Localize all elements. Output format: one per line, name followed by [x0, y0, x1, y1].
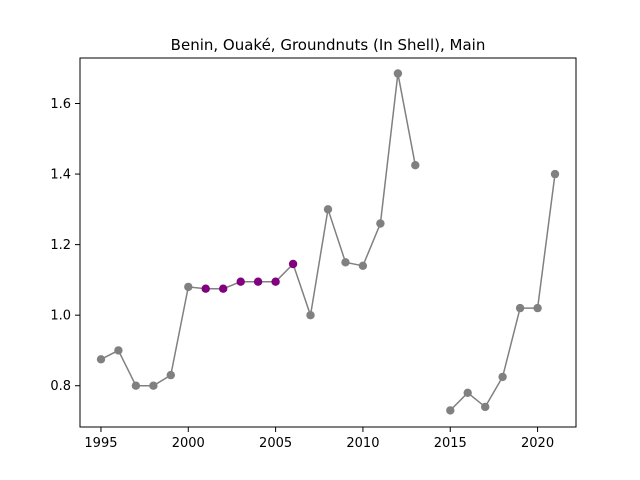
y-tick-label-2: 1.2: [50, 238, 71, 253]
data-point-2009: [341, 258, 350, 267]
plot-area: [96, 69, 560, 415]
x-axis: 1995 2000 2005 2010 2015 2020: [84, 427, 554, 451]
x-tick-label-2010: 2010: [346, 436, 379, 451]
x-tick-label-2005: 2005: [259, 436, 292, 451]
data-point-1999: [166, 370, 175, 380]
data-point-2011: [376, 219, 385, 228]
data-point-1997: [131, 381, 141, 390]
data-point-2000: [184, 282, 193, 292]
axes-frame: [79, 57, 577, 428]
data-point-2018: [498, 372, 507, 382]
data-point-2004: [253, 277, 263, 286]
data-point-2012: [393, 69, 403, 78]
data-point-2020: [533, 303, 542, 313]
data-point-2001: [201, 284, 210, 293]
x-tick-label-1995: 1995: [84, 436, 117, 451]
y-axis: 0.8 1.0 1.2 1.4 1.6: [50, 97, 80, 394]
data-point-2013: [411, 161, 420, 170]
data-point-1996: [114, 346, 123, 355]
y-tick-label-3: 1.4: [50, 168, 71, 183]
x-tick-label-2020: 2020: [521, 436, 554, 451]
data-point-2006: [288, 259, 298, 269]
y-tick-label-4: 1.6: [50, 97, 71, 112]
x-tick-label-2015: 2015: [434, 436, 467, 451]
data-point-2019: [515, 303, 525, 313]
data-point-2002: [219, 284, 228, 293]
data-point-2005: [271, 277, 280, 286]
data-point-2003: [236, 277, 245, 286]
data-point-1995: [96, 355, 106, 364]
data-point-2008: [323, 205, 333, 214]
x-tick-label-2000: 2000: [172, 436, 205, 451]
data-point-2015: [446, 406, 455, 415]
data-point-2007: [306, 311, 315, 320]
data-point-2016: [463, 388, 472, 397]
chart-title: Benin, Ouaké, Groundnuts (In Shell), Mai…: [171, 36, 486, 54]
data-point-2017: [481, 402, 490, 412]
data-point-2010: [358, 261, 368, 270]
data-point-2021: [550, 169, 560, 179]
y-tick-label-1: 1.0: [50, 309, 71, 324]
data-point-1998: [149, 381, 158, 390]
y-tick-label-0: 0.8: [50, 379, 71, 394]
